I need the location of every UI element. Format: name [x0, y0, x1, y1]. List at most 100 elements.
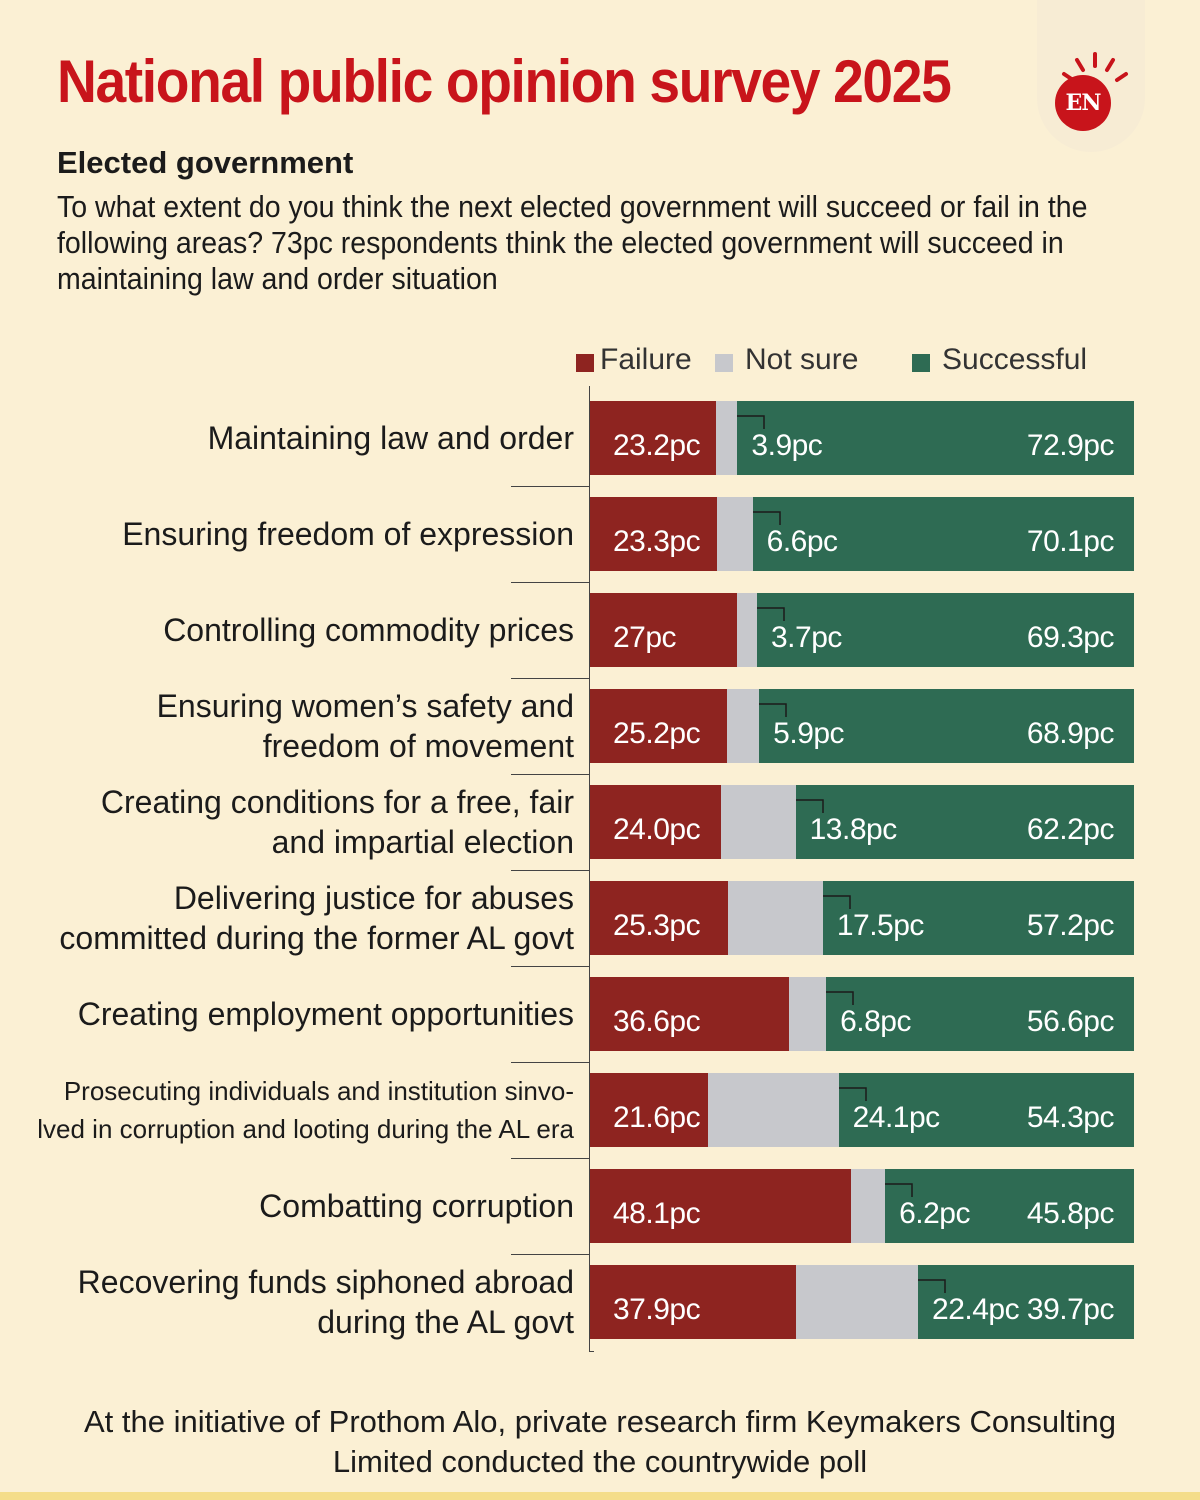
bar-successful-ensuring-freedom-of-expression [752, 497, 1134, 571]
value-label-successful: 57.2pc [1026, 909, 1115, 942]
legend-swatch-not-sure [715, 354, 733, 372]
category-label-text: Combatting corruption [259, 1186, 574, 1226]
value-label-not-sure: 22.4pc [932, 1293, 1020, 1326]
source-note-line-2: Limited conducted the countrywide poll [332, 1444, 868, 1479]
category-label-text: Controlling commodity prices [163, 610, 574, 650]
row-separator [511, 678, 590, 679]
bar-not-sure-maintaining-law-and-order [716, 401, 738, 475]
row-separator [511, 966, 590, 967]
value-label-successful: 45.8pc [1026, 1197, 1115, 1230]
value-label-not-sure: 5.9pc [773, 717, 845, 750]
bar-failure-combatting-corruption [590, 1169, 852, 1243]
chart-axis-line [589, 386, 590, 1352]
value-label-not-sure: 3.9pc [751, 429, 823, 462]
category-label-line: during the AL govt [317, 1304, 574, 1340]
value-label-successful: 68.9pc [1026, 717, 1115, 750]
bar-successful-maintaining-law-and-order [737, 401, 1134, 475]
legend-swatch-failure [576, 354, 594, 372]
value-label-successful: 54.3pc [1026, 1101, 1115, 1134]
value-label-failure: 23.3pc [613, 525, 701, 558]
leader-line-not-sure [826, 991, 854, 1005]
category-label-maintaining-law-and-order: Maintaining law and order [14, 395, 574, 481]
category-label-line: Maintaining law and order [207, 420, 574, 456]
bar-failure-ensuring-freedom-of-expression [590, 497, 717, 571]
leader-line-not-sure [752, 511, 781, 525]
category-label-delivering-justice-for-abuses-committed-: Delivering justice for abuses committed d… [14, 875, 574, 961]
bar-failure-ensuring-women-s-safety-and-freedom-of-m [590, 689, 728, 763]
chart-subtitle: Elected government [57, 145, 354, 180]
value-label-successful: 69.3pc [1026, 621, 1115, 654]
legend-label-successful: Successful [942, 343, 1088, 376]
category-label-line: Prosecuting individuals and institution … [63, 1076, 574, 1106]
row-separator [511, 1158, 590, 1159]
category-label-combatting-corruption: Combatting corruption [14, 1163, 574, 1249]
category-label-text: Ensuring freedom of expression [122, 514, 574, 554]
category-label-text: Creating employment opportunities [78, 994, 574, 1034]
value-label-failure: 24.0pc [613, 813, 701, 846]
legend-item-successful: Successful [912, 342, 1087, 378]
value-label-not-sure: 6.6pc [766, 525, 838, 558]
leader-line-not-sure [737, 415, 766, 429]
bar-failure-controlling-commodity-prices [590, 593, 737, 667]
value-label-failure: 48.1pc [613, 1197, 701, 1230]
bar-successful-creating-employment-opportunities [826, 977, 1134, 1051]
leader-line-not-sure [822, 895, 851, 909]
value-label-failure: 37.9pc [613, 1293, 701, 1326]
bar-not-sure-creating-conditions-for-a-free-fair-and- [720, 785, 796, 859]
category-label-line: freedom of movement [262, 728, 574, 764]
category-label-controlling-commodity-prices: Controlling commodity prices [14, 587, 574, 673]
value-label-successful: 70.1pc [1026, 525, 1115, 558]
bar-failure-prosecuting-individuals-and-institution- [590, 1073, 708, 1147]
row-separator [511, 870, 590, 871]
leader-line-not-sure [759, 703, 787, 717]
category-label-line: Delivering justice for abuses [173, 880, 574, 916]
value-label-failure: 23.2pc [613, 429, 701, 462]
leader-line-not-sure [918, 1279, 946, 1293]
category-label-line: Creating conditions for a free, fair [100, 784, 574, 820]
bar-failure-delivering-justice-for-abuses-committed- [590, 881, 728, 955]
category-label-line: Creating employment opportunities [77, 996, 574, 1032]
row-separator [511, 1062, 590, 1063]
bar-not-sure-combatting-corruption [851, 1169, 886, 1243]
value-label-successful: 56.6pc [1026, 1005, 1115, 1038]
bar-successful-creating-conditions-for-a-free-fair-and- [795, 785, 1134, 859]
bar-not-sure-ensuring-freedom-of-expression [716, 497, 753, 571]
legend-label-not-sure: Not sure [745, 343, 859, 376]
bar-successful-recovering-funds-siphoned-abroad-during- [918, 1265, 1134, 1339]
category-label-line: Recovering funds siphoned abroad [77, 1264, 574, 1300]
legend-swatch-successful [912, 354, 930, 372]
value-label-failure: 25.3pc [613, 909, 701, 942]
value-label-not-sure: 6.8pc [840, 1005, 911, 1038]
legend-item-failure: Failure [576, 342, 692, 378]
bar-not-sure-recovering-funds-siphoned-abroad-during- [796, 1265, 919, 1339]
category-label-prosecuting-individuals-and-institution-: Prosecuting individuals and institution … [14, 1067, 574, 1153]
brand-logo[interactable]: EN [1055, 75, 1111, 131]
category-label-line: Ensuring women’s safety and [156, 688, 574, 724]
bar-failure-maintaining-law-and-order [590, 401, 717, 475]
category-label-creating-employment-opportunities: Creating employment opportunities [14, 971, 574, 1057]
bar-not-sure-controlling-commodity-prices [736, 593, 757, 667]
value-label-not-sure: 13.8pc [809, 813, 898, 846]
leader-line-not-sure [757, 607, 785, 621]
row-separator [511, 774, 590, 775]
category-label-ensuring-women-s-safety-and-freedom-of-m: Ensuring women’s safety and freedom of mo… [14, 683, 574, 769]
category-label-line: Combatting corruption [259, 1188, 574, 1224]
bar-not-sure-creating-employment-opportunities [789, 977, 827, 1051]
row-separator [511, 582, 590, 583]
chart-title: National public opinion survey 2025 [57, 48, 952, 115]
survey-question: To what extent do you think the next ele… [57, 189, 1088, 296]
bar-successful-ensuring-women-s-safety-and-freedom-of-m [759, 689, 1134, 763]
bar-successful-prosecuting-individuals-and-institution- [838, 1073, 1134, 1147]
category-label-line: lved in corruption and looting during th… [37, 1114, 574, 1144]
value-label-not-sure: 17.5pc [836, 909, 925, 942]
value-label-failure: 21.6pc [613, 1101, 701, 1134]
category-label-ensuring-freedom-of-expression: Ensuring freedom of expression [14, 491, 574, 577]
category-label-recovering-funds-siphoned-abroad-during-: Recovering funds siphoned abroad during t… [14, 1259, 574, 1345]
category-label-creating-conditions-for-a-free-fair-and-: Creating conditions for a free, fair and … [14, 779, 574, 865]
category-label-line: and impartial election [271, 824, 574, 860]
value-label-successful: 72.9pc [1026, 429, 1115, 462]
leader-line-not-sure [795, 799, 824, 813]
category-label-line: committed during the former AL govt [59, 920, 574, 956]
legend-label-failure: Failure [600, 343, 692, 376]
row-separator [511, 486, 590, 487]
